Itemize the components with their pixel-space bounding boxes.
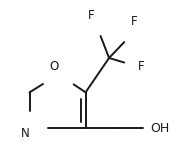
Text: F: F [88, 9, 94, 22]
Text: F: F [131, 16, 138, 29]
Text: OH: OH [151, 122, 170, 135]
Text: F: F [138, 60, 145, 73]
Text: N: N [21, 127, 29, 140]
Text: O: O [49, 60, 59, 73]
